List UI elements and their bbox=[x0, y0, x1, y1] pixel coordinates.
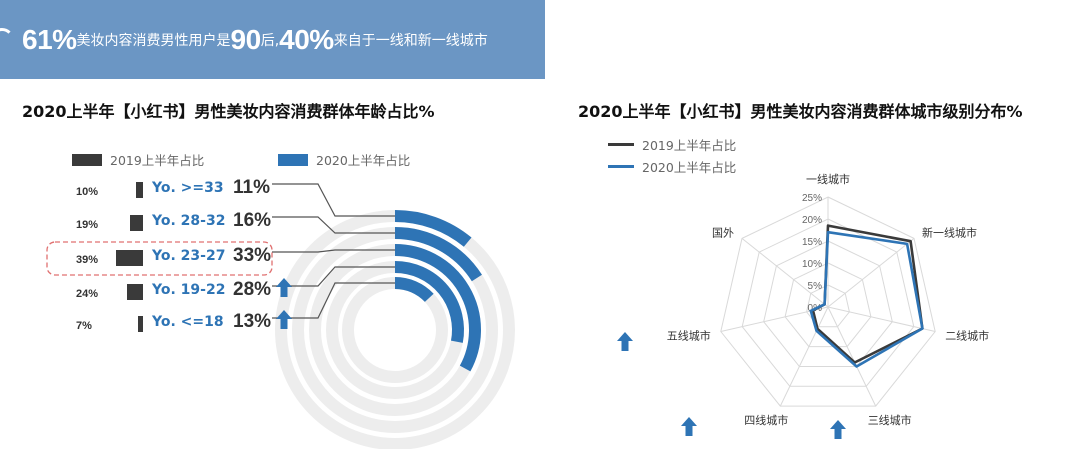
ring-arc bbox=[394, 261, 464, 343]
age-bar-2019 bbox=[126, 284, 143, 300]
radar-tick-label: 10% bbox=[802, 259, 822, 270]
city-legend-2019: 2019上半年占比 bbox=[608, 135, 736, 154]
radar-tick-label: 15% bbox=[802, 237, 822, 248]
radar-axis-label: 五线城市 bbox=[667, 329, 711, 343]
age-pct-2019: 19% bbox=[76, 219, 99, 231]
radar-tick-label: 5% bbox=[808, 281, 823, 292]
city-legend-2020: 2020上半年占比 bbox=[608, 157, 736, 176]
banner-stat-3: 40% bbox=[279, 23, 334, 55]
age-bar-2019 bbox=[130, 215, 143, 231]
age-chart-title: 2020上半年【小红书】男性美妆内容消费群体年龄占比% bbox=[22, 102, 435, 121]
banner-stat-2: 90 bbox=[230, 23, 262, 55]
age-pct-2020: 28% bbox=[233, 279, 272, 300]
age-pct-2020: 33% bbox=[233, 245, 272, 266]
radar-grid bbox=[806, 284, 850, 328]
city-chart-title: 2020上半年【小红书】男性美妆内容消费群体城市级别分布% bbox=[578, 102, 1023, 121]
age-bar-2019 bbox=[136, 182, 143, 198]
age-pct-2019: 24% bbox=[76, 288, 99, 300]
radar-axis-label: 新一线城市 bbox=[922, 225, 977, 239]
up-arrow-icon bbox=[617, 332, 633, 351]
legend-line-2020 bbox=[608, 165, 634, 168]
legend-label-2020-radar: 2020上半年占比 bbox=[642, 160, 737, 175]
highlight-box bbox=[46, 241, 273, 276]
leader-line bbox=[272, 183, 395, 217]
radar-spoke bbox=[827, 306, 877, 407]
radar-tick-label: 25% bbox=[802, 193, 822, 204]
legend-line-2019 bbox=[608, 143, 634, 146]
radar-tick-label: 20% bbox=[802, 215, 822, 226]
age-pct-2020: 11% bbox=[233, 177, 270, 198]
age-legend-2020: 2020上半年占比 bbox=[278, 150, 410, 169]
up-arrow-icon bbox=[830, 420, 846, 439]
radar-series-2020 bbox=[809, 230, 924, 368]
age-group-label: Yo. <=18 bbox=[152, 314, 224, 330]
leader-line bbox=[272, 249, 395, 253]
radar-spoke bbox=[827, 238, 915, 308]
banner-notch bbox=[0, 28, 14, 52]
radar-axis-label: 三线城市 bbox=[868, 413, 912, 427]
ring-arc bbox=[394, 210, 472, 247]
radar-axis-label: 二线城市 bbox=[945, 329, 989, 343]
age-pct-2019: 7% bbox=[76, 320, 92, 332]
age-bar-2019 bbox=[138, 316, 143, 332]
radar-spoke bbox=[827, 306, 936, 332]
legend-label-2019-radar: 2019上半年占比 bbox=[642, 138, 737, 153]
age-legend-2019: 2019上半年占比 bbox=[72, 150, 204, 169]
age-group-label: Yo. >=33 bbox=[152, 180, 224, 196]
age-group-label: Yo. 28-32 bbox=[152, 213, 226, 229]
banner-stat-1: 61% bbox=[22, 23, 77, 55]
banner-text-2: 后, bbox=[260, 32, 280, 49]
age-group-label: Yo. 23-27 bbox=[152, 248, 226, 264]
banner-text-1: 美妆内容消费男性用户是 bbox=[76, 32, 231, 49]
legend-label-2019: 2019上半年占比 bbox=[110, 153, 205, 168]
leader-line bbox=[272, 266, 395, 287]
age-pct-2020: 16% bbox=[233, 210, 272, 231]
age-bar-2019 bbox=[116, 250, 143, 266]
radar-spoke bbox=[779, 306, 829, 407]
radar-grid bbox=[784, 262, 872, 348]
radar-axis-label: 国外 bbox=[712, 226, 734, 239]
legend-swatch-2019 bbox=[72, 153, 102, 166]
radar-axis-label: 四线城市 bbox=[744, 413, 788, 427]
leader-line bbox=[272, 282, 395, 319]
age-pct-2019: 39% bbox=[76, 254, 99, 266]
age-pct-2019: 10% bbox=[76, 186, 99, 198]
radar-spoke bbox=[741, 238, 829, 308]
radar-grid bbox=[720, 196, 936, 407]
up-arrow-icon bbox=[276, 278, 292, 297]
banner-text-3: 来自于一线和新一线城市 bbox=[333, 32, 488, 49]
radar-axis-label: 一线城市 bbox=[806, 172, 850, 186]
age-pct-2020: 13% bbox=[233, 311, 272, 332]
ring-arc bbox=[394, 277, 434, 303]
ring-arc bbox=[394, 244, 481, 372]
up-arrow-icon bbox=[681, 417, 697, 436]
legend-swatch-2020 bbox=[278, 153, 308, 166]
ring-arc bbox=[394, 227, 482, 282]
radar-grid bbox=[763, 240, 893, 367]
age-group-label: Yo. 19-22 bbox=[152, 282, 226, 298]
legend-label-2020: 2020上半年占比 bbox=[316, 153, 411, 168]
radar-grid bbox=[741, 218, 915, 387]
headline-banner: 61% 美妆内容消费男性用户是 90 后, 40% 来自于一线和新一线城市 bbox=[0, 0, 545, 79]
leader-line bbox=[272, 216, 395, 234]
up-arrow-icon bbox=[276, 310, 292, 329]
